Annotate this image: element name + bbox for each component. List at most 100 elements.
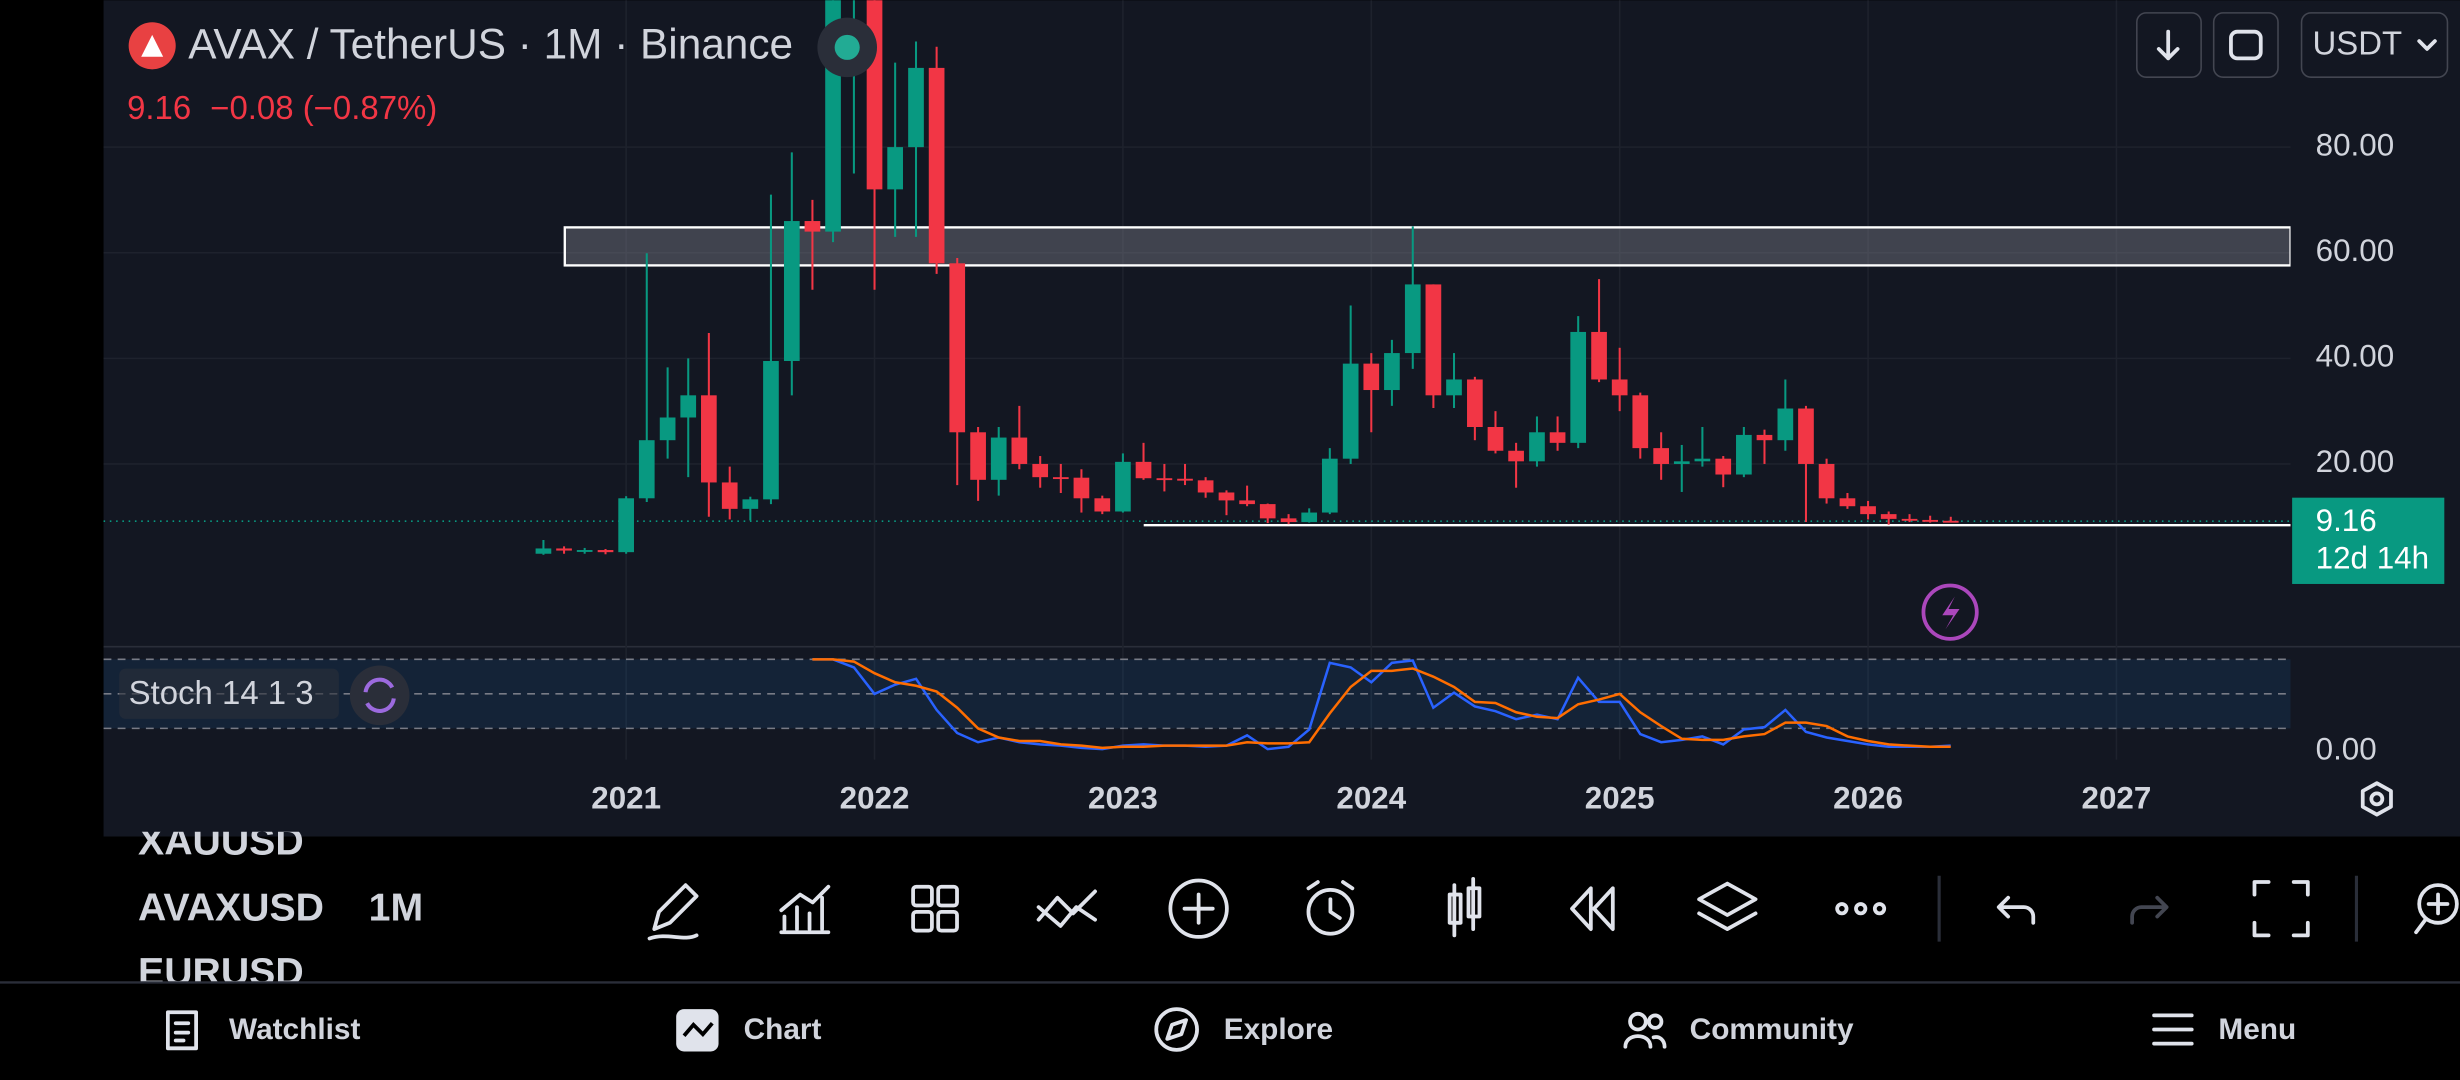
indicator-refresh[interactable] <box>349 665 410 726</box>
candle-body <box>1736 434 1752 475</box>
nav-watchlist[interactable]: Watchlist <box>165 1010 361 1051</box>
chart-area <box>103 0 2460 837</box>
stoch-line <box>812 658 1951 750</box>
candle-body <box>535 548 552 554</box>
y-tick-label: 0.00 <box>2316 732 2377 767</box>
symbol-item[interactable]: XAUUSD <box>138 820 304 864</box>
undo-tool[interactable] <box>1996 895 2036 925</box>
alert-tool[interactable] <box>1306 880 1355 936</box>
nav-label: Chart <box>744 1013 822 1046</box>
x-tick-label: 2027 <box>2082 781 2152 816</box>
layers-tool[interactable] <box>1697 881 1758 931</box>
draw-tool[interactable] <box>647 883 699 941</box>
price-pane <box>103 0 2291 555</box>
candle-body <box>1860 506 1876 515</box>
candle-body <box>1756 434 1773 441</box>
stoch-pane <box>103 658 2291 751</box>
candle-body <box>1011 437 1028 464</box>
symbol-list: XAUUSD AVAXUSD EURUSD <box>138 820 324 994</box>
candle-body <box>1653 448 1670 464</box>
zoom-tool[interactable] <box>2414 883 2459 935</box>
candle-body <box>1673 461 1690 464</box>
fullscreen-tool[interactable] <box>2252 880 2310 938</box>
candle-body <box>1570 331 1587 443</box>
nav-label: Menu <box>2218 1013 2296 1046</box>
symbol-title[interactable]: AVAX / TetherUS · 1M · Binance <box>188 21 793 68</box>
candle-body <box>659 417 676 441</box>
community-icon <box>1623 1034 1667 1049</box>
refresh-icon <box>363 677 396 714</box>
compare-tool[interactable] <box>1036 889 1097 928</box>
candle-body <box>1301 512 1318 523</box>
candle-body <box>742 499 759 509</box>
y-tick-label: 40.00 <box>2316 339 2394 374</box>
nav-community[interactable]: Community <box>1623 1011 1854 1049</box>
candle-body <box>1798 408 1814 464</box>
currency-label: USDT <box>2313 25 2403 62</box>
settings-button[interactable] <box>2360 781 2393 817</box>
candle-body <box>1901 518 1918 521</box>
symbol-item[interactable]: EURUSD <box>138 950 304 994</box>
chart-type-tool[interactable] <box>1447 876 1482 938</box>
price-tag <box>2292 497 2445 584</box>
candle-body <box>783 221 800 361</box>
candle-body <box>1156 478 1173 481</box>
candle-body <box>1818 463 1835 499</box>
nav-explore[interactable]: Explore <box>1154 1007 1333 1052</box>
layout-button[interactable] <box>2212 12 2279 78</box>
symbol-logo-mark <box>141 34 164 57</box>
settings-dot <box>2369 791 2385 807</box>
grid <box>103 0 2291 760</box>
replay-tool[interactable] <box>1570 886 1615 931</box>
candle-body <box>1487 426 1504 451</box>
candle-body <box>1218 492 1235 501</box>
candle-body <box>638 440 655 499</box>
candle-body <box>1239 500 1255 505</box>
candle-body <box>618 498 634 553</box>
tool-icons <box>647 875 2459 942</box>
candle-body <box>1694 458 1711 462</box>
redo-tool[interactable] <box>2130 895 2169 925</box>
symbol-item-active[interactable]: AVAXUSD <box>138 886 324 930</box>
candle-body <box>1384 353 1400 391</box>
lightning-button[interactable] <box>1921 583 1979 641</box>
candle-body <box>804 221 821 232</box>
x-tick-label: 2022 <box>840 781 910 816</box>
x-tick-label: 2024 <box>1336 781 1406 816</box>
candle-body <box>597 550 614 553</box>
y-tick-label: 60.00 <box>2316 233 2394 268</box>
currency-button[interactable] <box>2300 12 2449 78</box>
indicators-tool[interactable] <box>779 884 831 935</box>
templates-tool[interactable] <box>911 884 959 933</box>
price-tag-value: 9.16 <box>2316 503 2377 538</box>
more-tool[interactable] <box>1835 902 1887 916</box>
candle-body <box>763 360 779 500</box>
candle-body <box>1467 379 1483 427</box>
nav-chart[interactable]: Chart <box>676 1009 822 1052</box>
candle-body <box>1839 498 1856 507</box>
download-icon <box>2156 29 2180 61</box>
candle-body <box>576 550 593 552</box>
candle-body <box>970 432 986 480</box>
indicator-title[interactable]: Stoch 14 1 3 <box>129 674 314 711</box>
y-tick-label: 20.00 <box>2316 444 2394 479</box>
x-tick-label: 2026 <box>1833 781 1903 816</box>
candle-body <box>1549 432 1566 443</box>
nav-menu[interactable]: Menu <box>2152 1013 2296 1046</box>
nav-label: Explore <box>1224 1013 1333 1046</box>
candle-body <box>1446 379 1462 396</box>
candle-body <box>701 395 717 483</box>
candle-body <box>1363 363 1380 391</box>
currency-chevron <box>2417 39 2437 51</box>
price-tag-countdown: 12d 14h <box>2316 541 2429 576</box>
candle-body <box>1777 408 1794 441</box>
add-tool[interactable] <box>1168 878 1229 939</box>
nav-label: Community <box>1690 1013 1854 1046</box>
candle-body <box>1280 518 1297 523</box>
candle-body <box>1529 432 1545 462</box>
interval[interactable]: 1M <box>369 886 423 930</box>
layout-icon <box>2229 29 2263 61</box>
candle-body <box>887 147 903 190</box>
candle-body <box>1591 331 1607 380</box>
